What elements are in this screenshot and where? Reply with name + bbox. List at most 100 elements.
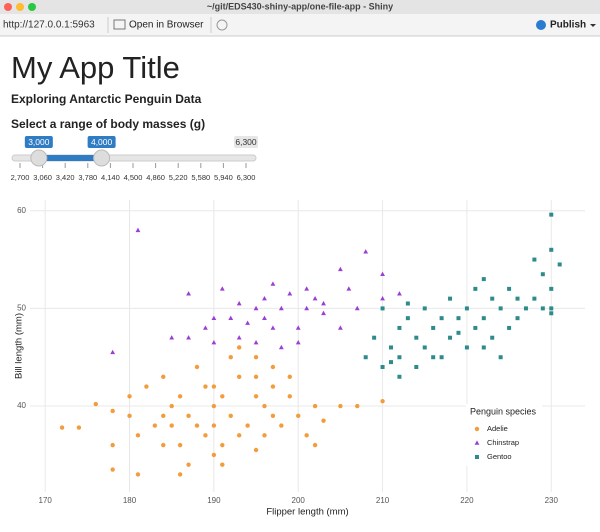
point	[304, 286, 310, 291]
point	[245, 320, 251, 325]
point	[279, 423, 284, 428]
point	[523, 306, 528, 311]
point	[211, 339, 217, 345]
point	[397, 291, 402, 296]
point	[169, 335, 175, 340]
point	[346, 286, 352, 291]
legend-marker	[475, 455, 479, 459]
point	[549, 306, 554, 311]
point	[405, 316, 410, 321]
point	[380, 296, 385, 301]
point	[439, 316, 444, 321]
point	[287, 394, 292, 399]
point	[481, 316, 486, 321]
slider-handle[interactable]	[93, 149, 111, 167]
x-tick-label: 200	[292, 496, 306, 505]
point	[481, 345, 486, 350]
point	[161, 374, 166, 379]
point	[253, 447, 259, 453]
zoom-button[interactable]	[28, 3, 36, 11]
point	[354, 305, 360, 311]
point	[253, 339, 259, 345]
point	[253, 305, 259, 311]
slider-tick-label: 4,860	[146, 173, 165, 182]
point	[363, 355, 368, 360]
point	[380, 306, 385, 311]
point	[380, 271, 385, 277]
point	[287, 291, 293, 296]
point	[549, 311, 554, 316]
point	[464, 345, 469, 350]
point	[211, 452, 217, 458]
point	[397, 374, 402, 379]
point	[549, 212, 554, 217]
slider-value-label: 3,000	[28, 137, 50, 147]
point	[507, 286, 512, 291]
slider-value-label: 4,000	[91, 137, 113, 147]
point	[135, 227, 141, 233]
point	[194, 423, 200, 428]
refresh-icon[interactable]	[216, 19, 228, 31]
point	[397, 325, 402, 330]
point	[473, 325, 478, 330]
slider-label: Select a range of body masses (g)	[11, 117, 205, 131]
point	[236, 433, 242, 438]
point	[236, 345, 242, 350]
point	[127, 394, 132, 399]
point	[270, 281, 276, 286]
slider-tick-label: 5,940	[214, 173, 233, 182]
x-tick-label: 230	[545, 496, 559, 505]
app-subtitle: Exploring Antarctic Penguin Data	[11, 92, 202, 106]
point	[220, 394, 225, 399]
publish-menu-arrow[interactable]	[590, 24, 596, 27]
open-browser-button[interactable]: Open in Browser	[129, 20, 204, 31]
point	[110, 349, 116, 355]
point	[338, 403, 343, 409]
toolbar	[0, 14, 600, 36]
point	[110, 408, 115, 414]
point	[177, 394, 183, 399]
browser-icon	[113, 19, 126, 30]
legend-marker	[474, 440, 480, 445]
point	[186, 462, 191, 467]
x-tick-label: 210	[376, 496, 390, 505]
slider[interactable]: 2,700 3,060 3,420 3,780 4,140 4,500 4,860 5,220…	[11, 136, 258, 182]
legend-label: Adelie	[487, 424, 508, 433]
point	[203, 384, 208, 389]
publish-icon	[536, 20, 546, 30]
minimize-button[interactable]	[16, 3, 24, 11]
point	[312, 403, 318, 409]
point	[321, 310, 326, 316]
slider-tick-label: 4,500	[124, 173, 143, 182]
point	[515, 296, 520, 301]
point	[389, 345, 394, 350]
point	[295, 325, 301, 330]
publish-button[interactable]: Publish	[550, 20, 586, 31]
point	[228, 413, 233, 419]
point	[515, 316, 520, 321]
point	[144, 384, 149, 389]
point	[236, 335, 242, 340]
point	[236, 300, 242, 306]
point	[456, 330, 461, 335]
point	[355, 403, 360, 409]
point	[169, 423, 174, 428]
slider-handle[interactable]	[30, 149, 48, 167]
point	[135, 472, 141, 477]
point	[194, 364, 200, 370]
point	[490, 335, 495, 340]
point	[262, 296, 267, 301]
point	[431, 325, 436, 330]
app-title: My App Title	[11, 50, 180, 85]
point	[321, 418, 326, 423]
close-button[interactable]	[4, 3, 12, 11]
point	[549, 247, 554, 252]
point	[253, 374, 259, 379]
point	[464, 306, 469, 311]
y-tick-label: 40	[17, 401, 26, 410]
legend-title: Penguin species	[470, 406, 537, 416]
point	[228, 355, 233, 360]
point	[540, 306, 545, 311]
point	[236, 374, 242, 379]
